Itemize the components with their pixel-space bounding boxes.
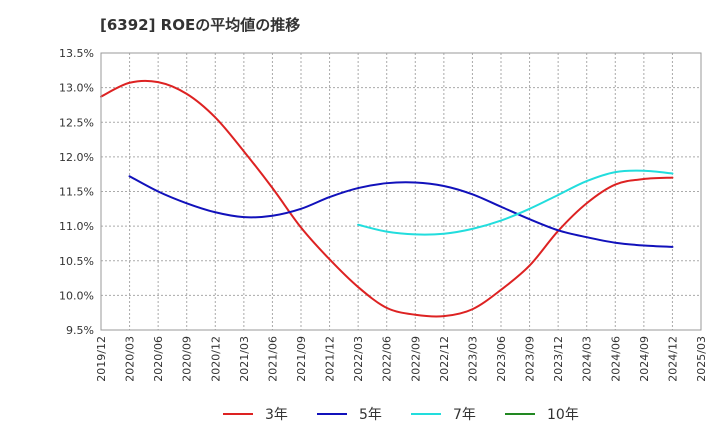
legend-label: 10年 bbox=[547, 407, 579, 423]
y-tick-label: 12.0% bbox=[59, 151, 94, 164]
x-tick-label: 2025/03 bbox=[695, 336, 708, 382]
y-axis-ticks: 9.5% 10.0% 10.5% 11.0% 11.5% 12.0% 12.5% 13.0% 1… bbox=[59, 47, 94, 337]
x-tick-label: 2020/09 bbox=[181, 336, 194, 382]
x-tick-label: 2022/03 bbox=[352, 336, 365, 382]
y-tick-label: 10.0% bbox=[59, 289, 94, 302]
x-tick-label: 2023/06 bbox=[495, 336, 508, 382]
series-line-1 bbox=[100, 79, 674, 318]
x-tick-label: 2024/12 bbox=[666, 336, 679, 382]
x-tick-label: 2023/09 bbox=[524, 336, 537, 382]
legend-label: 5年 bbox=[359, 407, 382, 423]
x-tick-label: 2024/03 bbox=[581, 336, 594, 382]
x-tick-label: 2019/12 bbox=[95, 336, 108, 382]
y-tick-label: 10.5% bbox=[59, 255, 94, 268]
series-lines bbox=[100, 79, 674, 318]
x-tick-label: 2022/12 bbox=[438, 336, 451, 382]
y-tick-label: 11.5% bbox=[59, 186, 94, 199]
y-tick-label: 13.0% bbox=[59, 82, 94, 95]
y-tick-label: 13.5% bbox=[59, 47, 94, 60]
x-tick-label: 2024/06 bbox=[609, 336, 622, 382]
x-tick-label: 2023/12 bbox=[552, 336, 565, 382]
x-tick-label: 2021/06 bbox=[266, 336, 279, 382]
series-line-2 bbox=[128, 175, 674, 248]
x-axis-ticks: 2019/12 2020/03 2020/06 2020/09 2020/12 2021/… bbox=[95, 336, 708, 382]
x-tick-label: 2023/03 bbox=[466, 336, 479, 382]
y-tick-label: 12.5% bbox=[59, 116, 94, 129]
series-line-3 bbox=[357, 169, 674, 236]
legend: 3年 5年 7年 10年 bbox=[223, 407, 579, 423]
plot-border bbox=[100, 52, 702, 331]
x-tick-label: 2020/12 bbox=[209, 336, 222, 382]
x-tick-label: 2022/09 bbox=[409, 336, 422, 382]
x-tick-label: 2024/09 bbox=[638, 336, 651, 382]
chart-title: [6392] ROEの平均値の推移 bbox=[100, 16, 301, 34]
x-tick-label: 2022/06 bbox=[381, 336, 394, 382]
y-tick-label: 11.0% bbox=[59, 220, 94, 233]
y-tick-label: 9.5% bbox=[66, 324, 94, 337]
x-tick-label: 2021/12 bbox=[324, 336, 337, 382]
x-tick-label: 2021/09 bbox=[295, 336, 308, 382]
legend-label: 7年 bbox=[453, 407, 476, 423]
x-tick-label: 2020/06 bbox=[152, 336, 165, 382]
x-tick-label: 2020/03 bbox=[124, 336, 137, 382]
grid-lines bbox=[100, 52, 702, 331]
legend-label: 3年 bbox=[265, 407, 288, 423]
x-tick-label: 2021/03 bbox=[238, 336, 251, 382]
